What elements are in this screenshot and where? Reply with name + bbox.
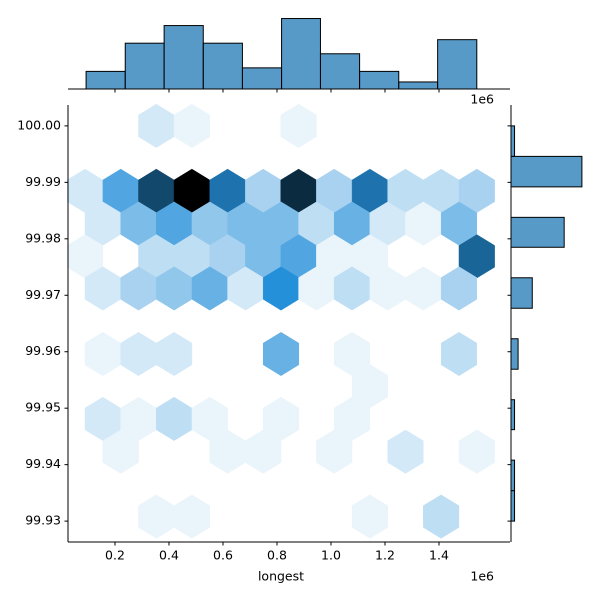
top-offset-label: 1e6 (470, 92, 494, 107)
hexbin (440, 266, 478, 311)
top-hist-bar (398, 81, 439, 90)
hexbin (351, 494, 388, 539)
x-tick-label: 0.4 (159, 548, 179, 563)
top-hist-bar (85, 70, 126, 90)
right-hist-bar (510, 277, 533, 309)
hexbin (138, 103, 175, 148)
hexbin (156, 396, 193, 441)
hexbin (316, 429, 353, 474)
x-tick-label: 1.2 (375, 548, 395, 563)
y-tick-label: 99.93 (25, 513, 61, 528)
right-hist-bar (510, 216, 565, 248)
x-tick-label: 1.4 (429, 548, 449, 563)
hexbin (405, 266, 442, 311)
right-hist-bar (510, 155, 583, 188)
hexbin (440, 332, 478, 376)
right-hist-bar (510, 338, 519, 370)
hexbin-layer (66, 103, 495, 539)
top-hist-bar (241, 67, 283, 90)
y-tick-label: 100.00 (17, 117, 61, 132)
y-tick-label: 99.99 (25, 174, 61, 189)
top-hist-bar (202, 42, 243, 90)
x-tick-label: 0.8 (267, 548, 287, 563)
hexbin (173, 103, 210, 148)
hexbin (102, 429, 139, 474)
hexbin (280, 103, 317, 148)
y-tick-label: 99.95 (25, 400, 61, 415)
right-hist-bar (510, 490, 516, 522)
y-tick-label: 99.98 (25, 230, 61, 245)
hexbin (84, 332, 121, 376)
hexbin (156, 332, 193, 376)
x-tick-label: 0.2 (105, 548, 125, 563)
hexbin (138, 494, 175, 539)
top-hist-bar (124, 42, 165, 90)
right-hist-bar (510, 125, 516, 157)
top-hist-bar (319, 53, 361, 90)
x-axis-label: longest (258, 569, 304, 584)
hexbin (262, 332, 300, 376)
hexbin (120, 332, 157, 376)
right-hist-bar (510, 459, 516, 492)
top-hist-bar (437, 39, 478, 90)
y-tick-label: 99.96 (25, 343, 61, 358)
top-hist-bar (359, 70, 400, 90)
hexbin (423, 494, 460, 539)
hexbin (245, 429, 282, 474)
y-tick-label: 99.97 (25, 287, 61, 302)
right-hist-bar (510, 399, 516, 431)
hexbin (387, 429, 424, 474)
top-hist-bar (281, 18, 321, 90)
x-tick-label: 1.0 (321, 548, 341, 563)
x-offset-label: 1e6 (470, 569, 494, 584)
hexbin (173, 494, 210, 539)
hexbin (458, 429, 495, 474)
top-hist-bar (163, 25, 204, 90)
y-tick-label: 99.94 (25, 456, 61, 471)
x-tick-label: 0.6 (213, 548, 233, 563)
